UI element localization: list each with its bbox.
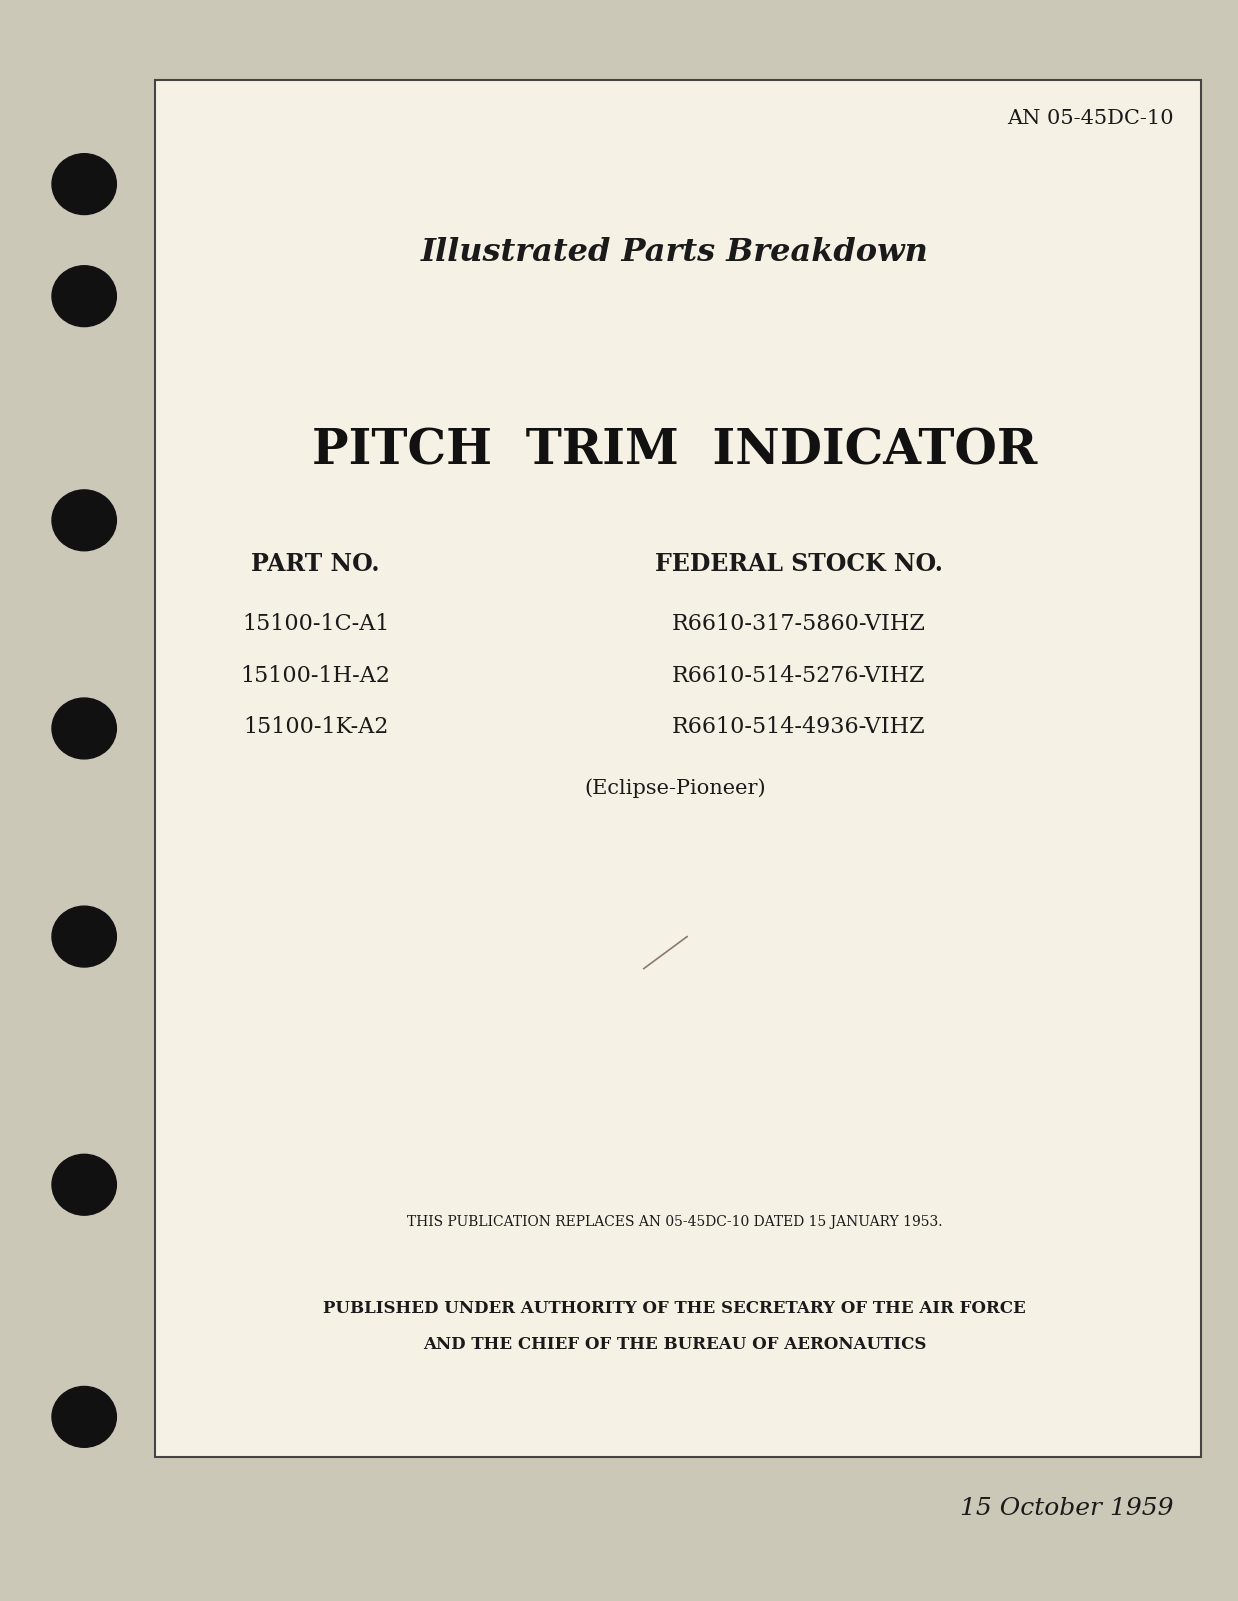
Text: THIS PUBLICATION REPLACES AN 05-45DC-10 DATED 15 JANUARY 1953.: THIS PUBLICATION REPLACES AN 05-45DC-10 … <box>407 1215 942 1228</box>
Ellipse shape <box>52 1154 116 1215</box>
Text: AND THE CHIEF OF THE BUREAU OF AERONAUTICS: AND THE CHIEF OF THE BUREAU OF AERONAUTI… <box>423 1337 926 1353</box>
Ellipse shape <box>52 698 116 759</box>
Text: R6610-514-5276-VIHZ: R6610-514-5276-VIHZ <box>672 664 925 687</box>
Ellipse shape <box>52 490 116 551</box>
Text: 15100-1H-A2: 15100-1H-A2 <box>240 664 391 687</box>
Ellipse shape <box>52 906 116 967</box>
Bar <box>155 80 1201 1457</box>
Text: PUBLISHED UNDER AUTHORITY OF THE SECRETARY OF THE AIR FORCE: PUBLISHED UNDER AUTHORITY OF THE SECRETA… <box>323 1300 1026 1316</box>
Text: R6610-514-4936-VIHZ: R6610-514-4936-VIHZ <box>672 716 925 738</box>
Text: Illustrated Parts Breakdown: Illustrated Parts Breakdown <box>421 237 928 269</box>
Text: 15100-1C-A1: 15100-1C-A1 <box>241 613 390 636</box>
Text: 15 October 1959: 15 October 1959 <box>961 1497 1174 1519</box>
Text: PITCH  TRIM  INDICATOR: PITCH TRIM INDICATOR <box>312 427 1037 475</box>
Text: R6610-317-5860-VIHZ: R6610-317-5860-VIHZ <box>671 613 926 636</box>
Text: PART NO.: PART NO. <box>251 552 380 575</box>
Ellipse shape <box>52 1386 116 1447</box>
Text: AN 05-45DC-10: AN 05-45DC-10 <box>1006 109 1174 128</box>
Ellipse shape <box>52 266 116 327</box>
Text: FEDERAL STOCK NO.: FEDERAL STOCK NO. <box>655 552 942 575</box>
Text: 15100-1K-A2: 15100-1K-A2 <box>243 716 389 738</box>
Ellipse shape <box>52 154 116 215</box>
Text: (Eclipse-Pioneer): (Eclipse-Pioneer) <box>584 778 765 797</box>
